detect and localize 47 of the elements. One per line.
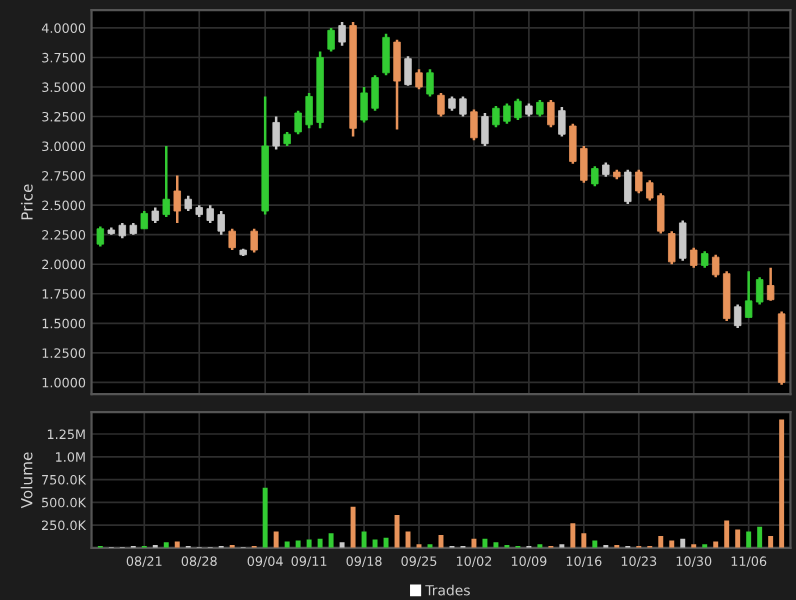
bar [383,537,389,548]
candlestick [481,111,489,148]
candlestick [382,32,390,77]
bar [284,541,290,548]
bar [581,533,587,548]
bar [262,487,268,548]
candlestick [426,68,434,98]
candlestick [415,68,423,91]
candlestick [437,91,445,118]
bar [493,542,499,548]
bar [757,526,763,548]
bar [394,515,400,548]
candlestick [591,164,599,188]
bar [361,531,367,548]
bar [570,523,576,548]
candlestick [173,174,181,225]
candlestick [327,26,335,53]
candlestick [558,105,566,138]
bar [735,529,741,548]
bar [328,533,334,548]
bar [746,531,752,548]
bar [339,542,345,548]
candlestick [766,266,775,303]
bar [273,531,279,548]
bar [724,520,730,548]
bar [658,535,664,548]
bar [163,542,169,548]
candlestick [96,225,105,248]
candlestick [404,55,412,88]
candlestick [228,227,236,252]
candlestick [679,219,687,262]
bar [713,541,719,548]
bar [768,535,774,548]
candlestick [393,38,401,131]
candlestick [162,144,170,219]
candlestick [250,227,258,254]
candlestick [733,303,742,330]
candlestick [668,229,676,266]
bar [174,541,180,548]
bar [779,419,785,548]
candlestick [338,20,346,47]
candlestick [470,108,478,142]
candlestick [624,168,632,206]
candlestick [547,98,555,129]
bar [350,506,356,548]
candlestick [690,246,698,270]
candlestick [272,115,280,151]
